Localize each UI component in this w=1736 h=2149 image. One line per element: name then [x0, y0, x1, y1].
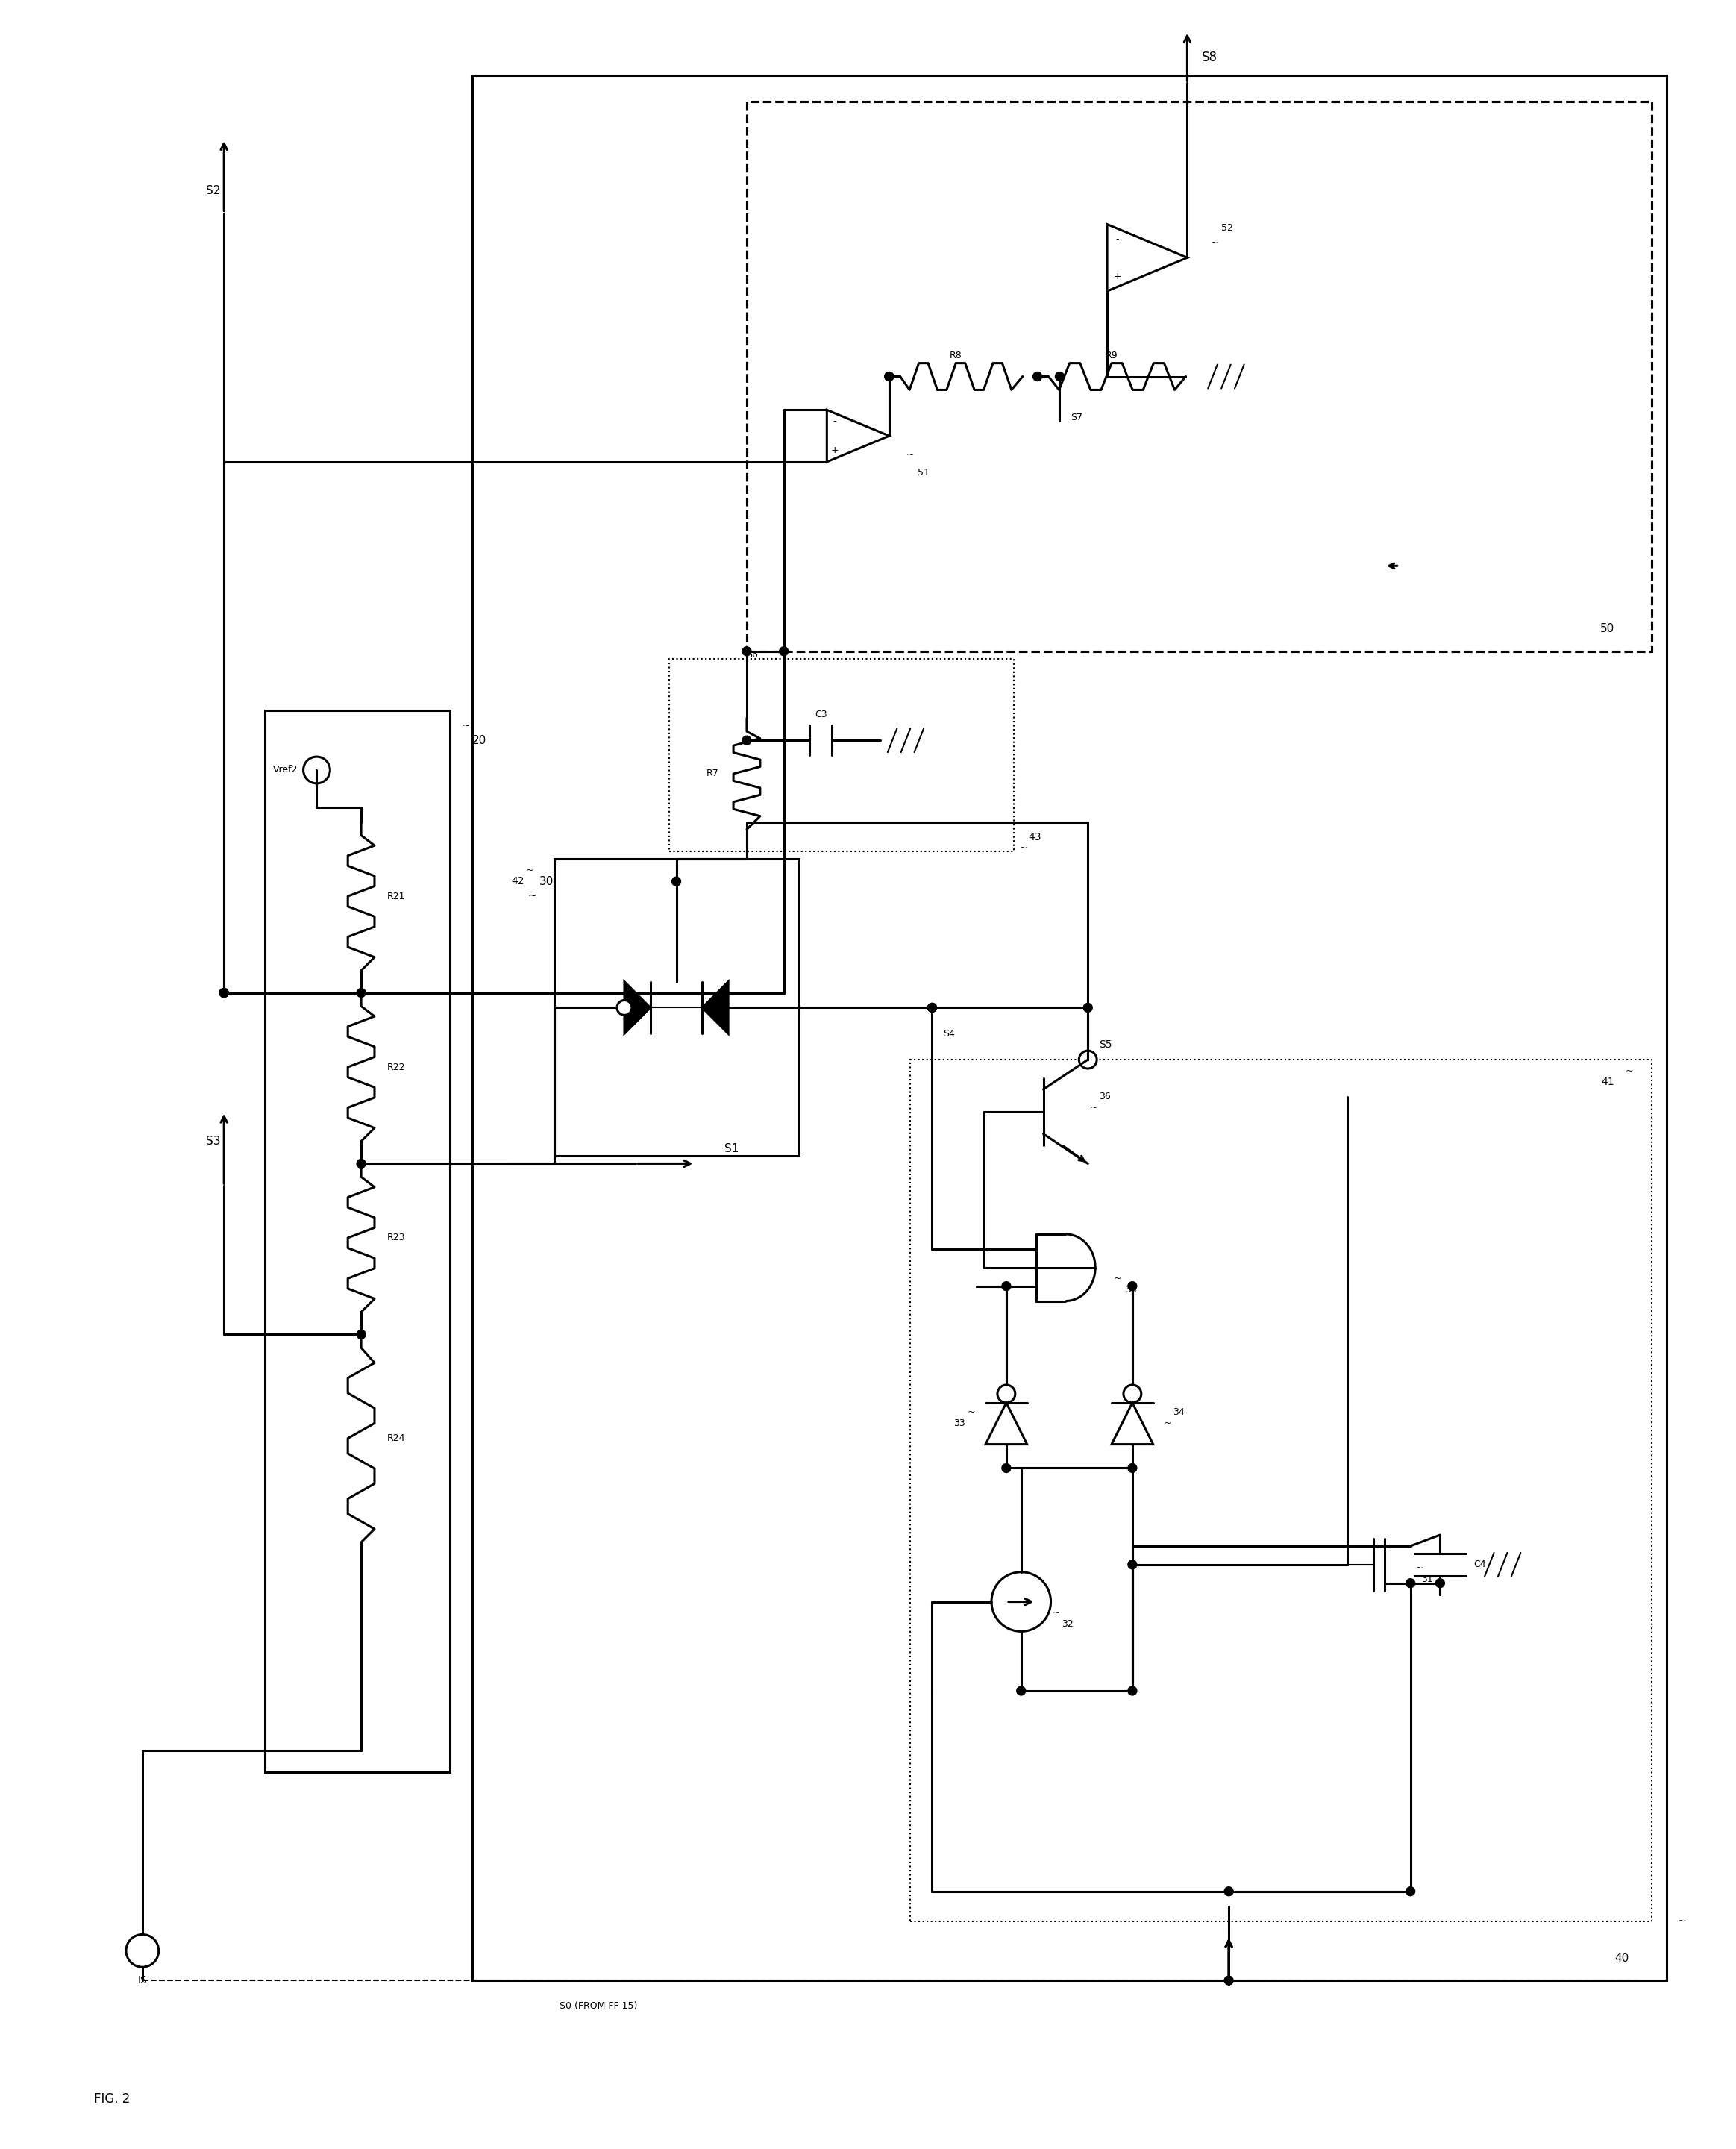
- Circle shape: [1002, 1281, 1010, 1292]
- Circle shape: [356, 1158, 366, 1169]
- Circle shape: [743, 735, 752, 746]
- Bar: [910, 1059, 1651, 1921]
- Text: 41: 41: [1601, 1077, 1614, 1087]
- Text: 42: 42: [510, 877, 524, 888]
- Text: +: +: [830, 445, 838, 456]
- Text: IS: IS: [137, 1975, 148, 1986]
- Text: ~: ~: [967, 1408, 976, 1416]
- Text: R23: R23: [387, 1234, 406, 1242]
- Bar: [472, 75, 1667, 1981]
- Circle shape: [672, 877, 681, 885]
- Circle shape: [885, 372, 894, 380]
- Bar: [264, 711, 450, 1773]
- Text: S6: S6: [746, 651, 759, 660]
- Circle shape: [616, 999, 632, 1014]
- Bar: [746, 101, 1651, 651]
- Circle shape: [1033, 372, 1042, 380]
- Circle shape: [1128, 1560, 1137, 1569]
- Text: S1: S1: [724, 1143, 740, 1154]
- Text: R21: R21: [387, 892, 406, 900]
- Text: ~: ~: [1417, 1564, 1424, 1573]
- Text: S7: S7: [1071, 413, 1083, 421]
- Circle shape: [1224, 1975, 1233, 1986]
- Text: 36: 36: [1099, 1092, 1111, 1102]
- Text: S3: S3: [205, 1135, 220, 1148]
- Circle shape: [1406, 1580, 1415, 1588]
- Circle shape: [219, 989, 229, 997]
- Text: 34: 34: [1174, 1408, 1186, 1416]
- Text: ~: ~: [1052, 1607, 1061, 1618]
- Circle shape: [356, 1330, 366, 1339]
- Text: 35: 35: [1125, 1285, 1137, 1294]
- Circle shape: [1128, 1281, 1137, 1292]
- Text: ~: ~: [1210, 239, 1219, 247]
- Circle shape: [1128, 1463, 1137, 1472]
- Text: 52: 52: [1222, 223, 1233, 232]
- Text: C4: C4: [1474, 1560, 1486, 1569]
- Circle shape: [1128, 1687, 1137, 1696]
- Text: R7: R7: [707, 769, 719, 778]
- Circle shape: [998, 1384, 1016, 1403]
- Circle shape: [927, 1004, 937, 1012]
- Text: S2: S2: [207, 185, 220, 196]
- Text: S4: S4: [943, 1029, 955, 1038]
- Circle shape: [1080, 1051, 1097, 1068]
- Text: -: -: [1116, 234, 1118, 243]
- Circle shape: [219, 989, 229, 997]
- Text: ~: ~: [906, 449, 915, 460]
- Circle shape: [356, 989, 366, 997]
- Text: 31: 31: [1422, 1575, 1434, 1584]
- Circle shape: [1436, 1580, 1444, 1588]
- Text: ~: ~: [1115, 1274, 1121, 1283]
- Text: ~: ~: [528, 892, 536, 900]
- Text: S5: S5: [1099, 1040, 1113, 1051]
- Text: S8: S8: [1201, 49, 1217, 64]
- Text: 30: 30: [540, 877, 554, 888]
- Bar: [554, 860, 799, 1156]
- Text: 20: 20: [472, 735, 486, 746]
- Text: R9: R9: [1106, 350, 1118, 361]
- Polygon shape: [625, 982, 651, 1034]
- Circle shape: [1123, 1384, 1141, 1403]
- Text: 51: 51: [917, 468, 929, 477]
- Text: +: +: [1113, 271, 1121, 282]
- Polygon shape: [703, 982, 727, 1034]
- Text: 40: 40: [1614, 1953, 1628, 1964]
- Text: -: -: [833, 417, 837, 426]
- Circle shape: [1083, 1004, 1092, 1012]
- Text: 43: 43: [1028, 832, 1042, 842]
- Text: ~: ~: [1019, 842, 1028, 853]
- Text: Vref2: Vref2: [273, 765, 299, 776]
- Text: FIG. 2: FIG. 2: [94, 2093, 130, 2106]
- Circle shape: [1224, 1887, 1233, 1895]
- Text: 32: 32: [1062, 1618, 1073, 1629]
- Circle shape: [1017, 1687, 1026, 1696]
- Text: R8: R8: [950, 350, 962, 361]
- Text: ~: ~: [1625, 1066, 1634, 1077]
- Text: ~: ~: [526, 866, 533, 875]
- Text: 33: 33: [953, 1418, 965, 1429]
- Circle shape: [779, 647, 788, 655]
- Circle shape: [927, 1004, 937, 1012]
- Text: R24: R24: [387, 1433, 406, 1444]
- Circle shape: [885, 372, 894, 380]
- Circle shape: [743, 647, 752, 655]
- Bar: [668, 658, 1014, 851]
- Text: S0 (FROM FF 15): S0 (FROM FF 15): [559, 2001, 637, 2011]
- Text: ~: ~: [1163, 1418, 1172, 1429]
- Circle shape: [1406, 1887, 1415, 1895]
- Text: ~: ~: [462, 720, 470, 731]
- Text: R22: R22: [387, 1062, 406, 1072]
- Circle shape: [1055, 372, 1064, 380]
- Text: 50: 50: [1601, 623, 1614, 634]
- Circle shape: [219, 989, 229, 997]
- Text: ~: ~: [1090, 1102, 1097, 1113]
- Text: C3: C3: [814, 709, 826, 720]
- Text: ~: ~: [1677, 1915, 1686, 1926]
- Circle shape: [1002, 1463, 1010, 1472]
